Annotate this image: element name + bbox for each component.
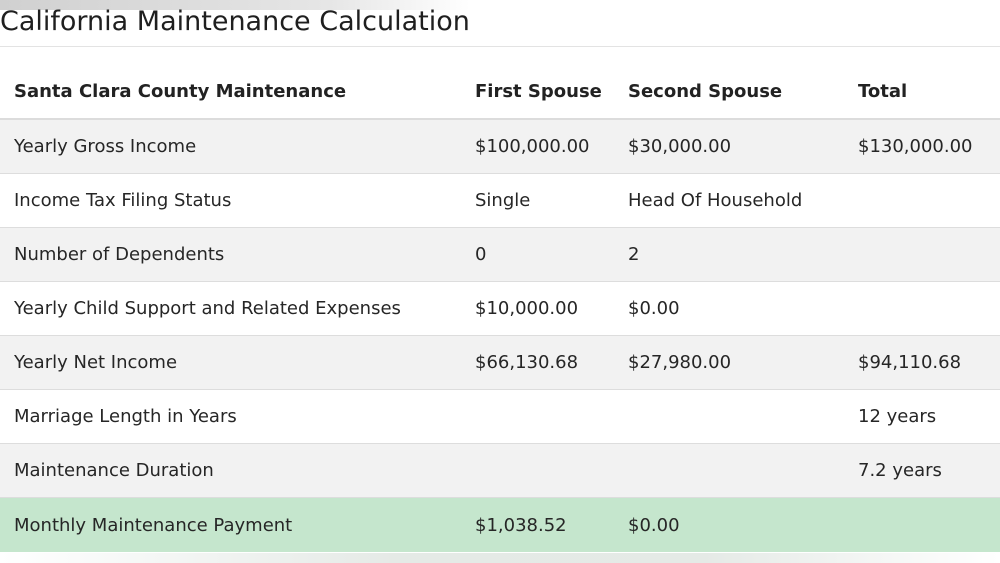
table-row: Income Tax Filing Status Single Head Of … xyxy=(0,173,1000,228)
table-row: Yearly Child Support and Related Expense… xyxy=(0,281,1000,336)
first-spouse-value xyxy=(461,443,614,498)
second-spouse-value: $30,000.00 xyxy=(614,119,844,174)
table-row: Maintenance Duration 7.2 years xyxy=(0,443,1000,498)
total-value: $130,000.00 xyxy=(844,119,1000,174)
second-spouse-value: $0.00 xyxy=(614,497,844,552)
total-value: 7.2 years xyxy=(844,443,1000,498)
maintenance-table: Santa Clara County Maintenance First Spo… xyxy=(0,65,1000,552)
first-spouse-value xyxy=(461,389,614,444)
table-row: Yearly Gross Income $100,000.00 $30,000.… xyxy=(0,119,1000,174)
table-header-row: Santa Clara County Maintenance First Spo… xyxy=(0,65,1000,120)
header-first-spouse: First Spouse xyxy=(461,65,614,120)
header-county-maintenance: Santa Clara County Maintenance xyxy=(0,65,461,120)
total-value xyxy=(844,281,1000,336)
first-spouse-value: $100,000.00 xyxy=(461,119,614,174)
header-second-spouse: Second Spouse xyxy=(614,65,844,120)
total-value xyxy=(844,173,1000,228)
second-spouse-value: Head Of Household xyxy=(614,173,844,228)
page-title: California Maintenance Calculation xyxy=(0,6,470,37)
title-top-bar xyxy=(0,0,470,10)
row-label: Marriage Length in Years xyxy=(0,389,461,444)
bottom-edge-shadow xyxy=(0,553,1000,563)
second-spouse-value: $0.00 xyxy=(614,281,844,336)
first-spouse-value: $10,000.00 xyxy=(461,281,614,336)
row-label: Yearly Net Income xyxy=(0,335,461,390)
second-spouse-value: $27,980.00 xyxy=(614,335,844,390)
row-label: Yearly Gross Income xyxy=(0,119,461,174)
row-label: Monthly Maintenance Payment xyxy=(0,497,461,552)
table-row: Number of Dependents 0 2 xyxy=(0,227,1000,282)
row-label: Income Tax Filing Status xyxy=(0,173,461,228)
total-value: 12 years xyxy=(844,389,1000,444)
monthly-payment-row: Monthly Maintenance Payment $1,038.52 $0… xyxy=(0,497,1000,552)
row-label: Yearly Child Support and Related Expense… xyxy=(0,281,461,336)
total-value xyxy=(844,227,1000,282)
second-spouse-value xyxy=(614,443,844,498)
total-value xyxy=(844,497,1000,552)
second-spouse-value xyxy=(614,389,844,444)
table-row: Yearly Net Income $66,130.68 $27,980.00 … xyxy=(0,335,1000,390)
title-divider xyxy=(0,46,1000,47)
row-label: Number of Dependents xyxy=(0,227,461,282)
first-spouse-value: $1,038.52 xyxy=(461,497,614,552)
first-spouse-value: $66,130.68 xyxy=(461,335,614,390)
table-row: Marriage Length in Years 12 years xyxy=(0,389,1000,444)
total-value: $94,110.68 xyxy=(844,335,1000,390)
header-total: Total xyxy=(844,65,1000,120)
first-spouse-value: Single xyxy=(461,173,614,228)
first-spouse-value: 0 xyxy=(461,227,614,282)
row-label: Maintenance Duration xyxy=(0,443,461,498)
second-spouse-value: 2 xyxy=(614,227,844,282)
